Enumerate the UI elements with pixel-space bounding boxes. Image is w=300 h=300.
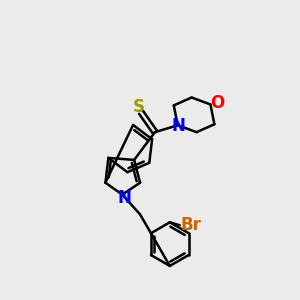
Text: O: O: [210, 94, 224, 112]
Text: N: N: [117, 189, 131, 207]
Text: S: S: [133, 98, 145, 116]
Text: N: N: [172, 117, 186, 135]
Text: Br: Br: [180, 216, 201, 234]
